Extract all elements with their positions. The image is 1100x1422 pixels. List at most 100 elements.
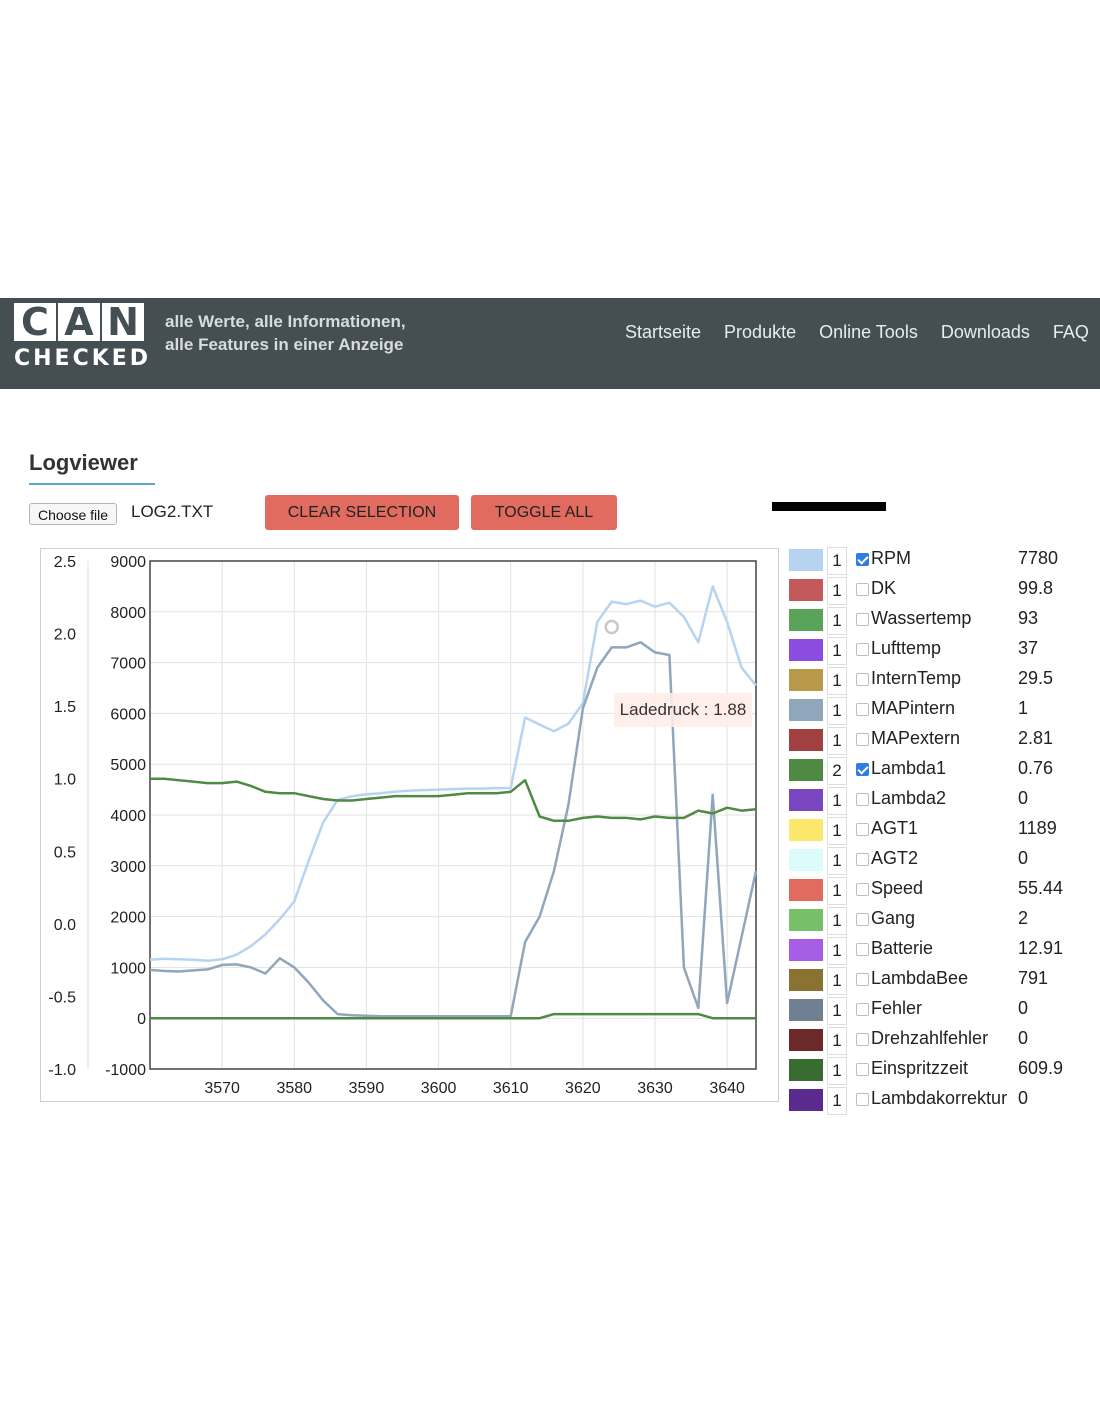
channel-checkbox[interactable] [856,853,869,866]
color-swatch[interactable] [789,789,823,811]
axis-selector[interactable]: 1 [827,547,847,575]
color-swatch[interactable] [789,759,823,781]
logo-letter-c: C [14,303,56,341]
axis-selector[interactable]: 1 [827,967,847,995]
color-swatch[interactable] [789,609,823,631]
axis-selector[interactable]: 1 [827,577,847,605]
channel-value: 55.44 [1018,878,1064,898]
channel-value: 0 [1018,1088,1029,1108]
color-swatch[interactable] [789,819,823,841]
nav-online-tools[interactable]: Online Tools [819,322,918,342]
y1-tick-label: 3000 [110,859,146,876]
channel-checkbox[interactable] [856,673,869,686]
channel-checkbox[interactable] [856,733,869,746]
channel-checkbox[interactable] [856,1033,869,1046]
axis-selector[interactable]: 1 [827,667,847,695]
channel-checkbox[interactable] [856,613,869,626]
page-title: Logviewer [29,450,138,475]
color-swatch[interactable] [789,549,823,571]
color-swatch[interactable] [789,639,823,661]
legend-row-rpm: 1 RPM 7780 [789,545,1100,575]
channel-value: 0.76 [1018,758,1054,778]
y1-tick-label: 0 [137,1011,146,1028]
color-swatch[interactable] [789,1029,823,1051]
color-swatch[interactable] [789,1089,823,1111]
axis-selector[interactable]: 1 [827,1057,847,1085]
chart-svg[interactable]: -1000 0 1000 2000 3000 4000 5000 6000 7000 8000 90… [41,549,778,1101]
color-swatch[interactable] [789,879,823,901]
legend-row-agt1: 1 AGT1 1189 [789,815,1100,845]
channel-value: 12.91 [1018,938,1064,958]
color-swatch[interactable] [789,1059,823,1081]
color-swatch[interactable] [789,969,823,991]
nav-downloads[interactable]: Downloads [940,322,1030,342]
axis-selector[interactable]: 1 [827,1027,847,1055]
channel-name: Lambda1 [871,758,947,778]
channel-checkbox[interactable] [856,553,869,566]
axis-selector[interactable]: 2 [827,757,847,785]
channel-checkbox[interactable] [856,703,869,716]
channel-checkbox[interactable] [856,913,869,926]
channel-name: InternTemp [871,668,962,688]
nav-produkte[interactable]: Produkte [724,322,797,342]
legend-row-batterie: 1 Batterie 12.91 [789,935,1100,965]
legend-row-wassertemp: 1 Wassertemp 93 [789,605,1100,635]
channel-name: Wassertemp [871,608,972,628]
series-line-0 [149,585,757,963]
axis-selector[interactable]: 1 [827,637,847,665]
channel-name: Drehzahlfehler [871,1028,989,1048]
color-swatch[interactable] [789,729,823,751]
y1-tick-label: 1000 [110,960,146,977]
color-swatch[interactable] [789,909,823,931]
axis-selector[interactable]: 1 [827,937,847,965]
axis-selector[interactable]: 1 [827,787,847,815]
axis-selector[interactable]: 1 [827,817,847,845]
legend-row-mapextern: 1 MAPextern 2.81 [789,725,1100,755]
choose-file-button[interactable]: Choose file [29,503,118,525]
x-tick-label: 3570 [204,1080,240,1097]
axis-selector[interactable]: 1 [827,727,847,755]
log-chart[interactable]: -1000 0 1000 2000 3000 4000 5000 6000 7000 8000 90… [40,548,779,1102]
channel-checkbox[interactable] [856,1063,869,1076]
channel-value: 0 [1018,1028,1029,1048]
axis-selector[interactable]: 1 [827,607,847,635]
channel-checkbox[interactable] [856,823,869,836]
channel-name: MAPintern [871,698,956,718]
can-checked-logo[interactable]: C A N CHECKED [14,303,148,375]
color-swatch[interactable] [789,999,823,1021]
axis-selector[interactable]: 1 [827,1087,847,1115]
x-tick-label: 3630 [637,1080,673,1097]
channel-checkbox[interactable] [856,793,869,806]
axis-selector[interactable]: 1 [827,907,847,935]
axis-selector[interactable]: 1 [827,847,847,875]
logo-letter-a: A [58,303,100,341]
channel-checkbox[interactable] [856,643,869,656]
logo-subtitle: CHECKED [14,346,152,371]
channel-checkbox[interactable] [856,1093,869,1106]
axis-selector[interactable]: 1 [827,697,847,725]
y1-tick-label: -1000 [105,1062,146,1079]
axis-selector[interactable]: 1 [827,877,847,905]
color-swatch[interactable] [789,699,823,721]
channel-checkbox[interactable] [856,763,869,776]
axis-selector[interactable]: 1 [827,997,847,1025]
channel-checkbox[interactable] [856,583,869,596]
toggle-all-button[interactable]: TOGGLE ALL [471,495,617,530]
color-swatch[interactable] [789,939,823,961]
channel-name: AGT2 [871,848,919,868]
nav-startseite[interactable]: Startseite [625,322,702,342]
channel-checkbox[interactable] [856,883,869,896]
x-tick-label: 3610 [493,1080,529,1097]
color-swatch[interactable] [789,579,823,601]
channel-value: 0 [1018,998,1029,1018]
channel-checkbox[interactable] [856,973,869,986]
nav-faq[interactable]: FAQ [1052,322,1089,342]
clear-selection-button[interactable]: CLEAR SELECTION [265,495,459,530]
y1-tick-label: 2000 [110,910,146,927]
color-swatch[interactable] [789,849,823,871]
channel-checkbox[interactable] [856,1003,869,1016]
y1-tick-label: 4000 [110,808,146,825]
channel-checkbox[interactable] [856,943,869,956]
color-swatch[interactable] [789,669,823,691]
channel-name: Gang [871,908,916,928]
